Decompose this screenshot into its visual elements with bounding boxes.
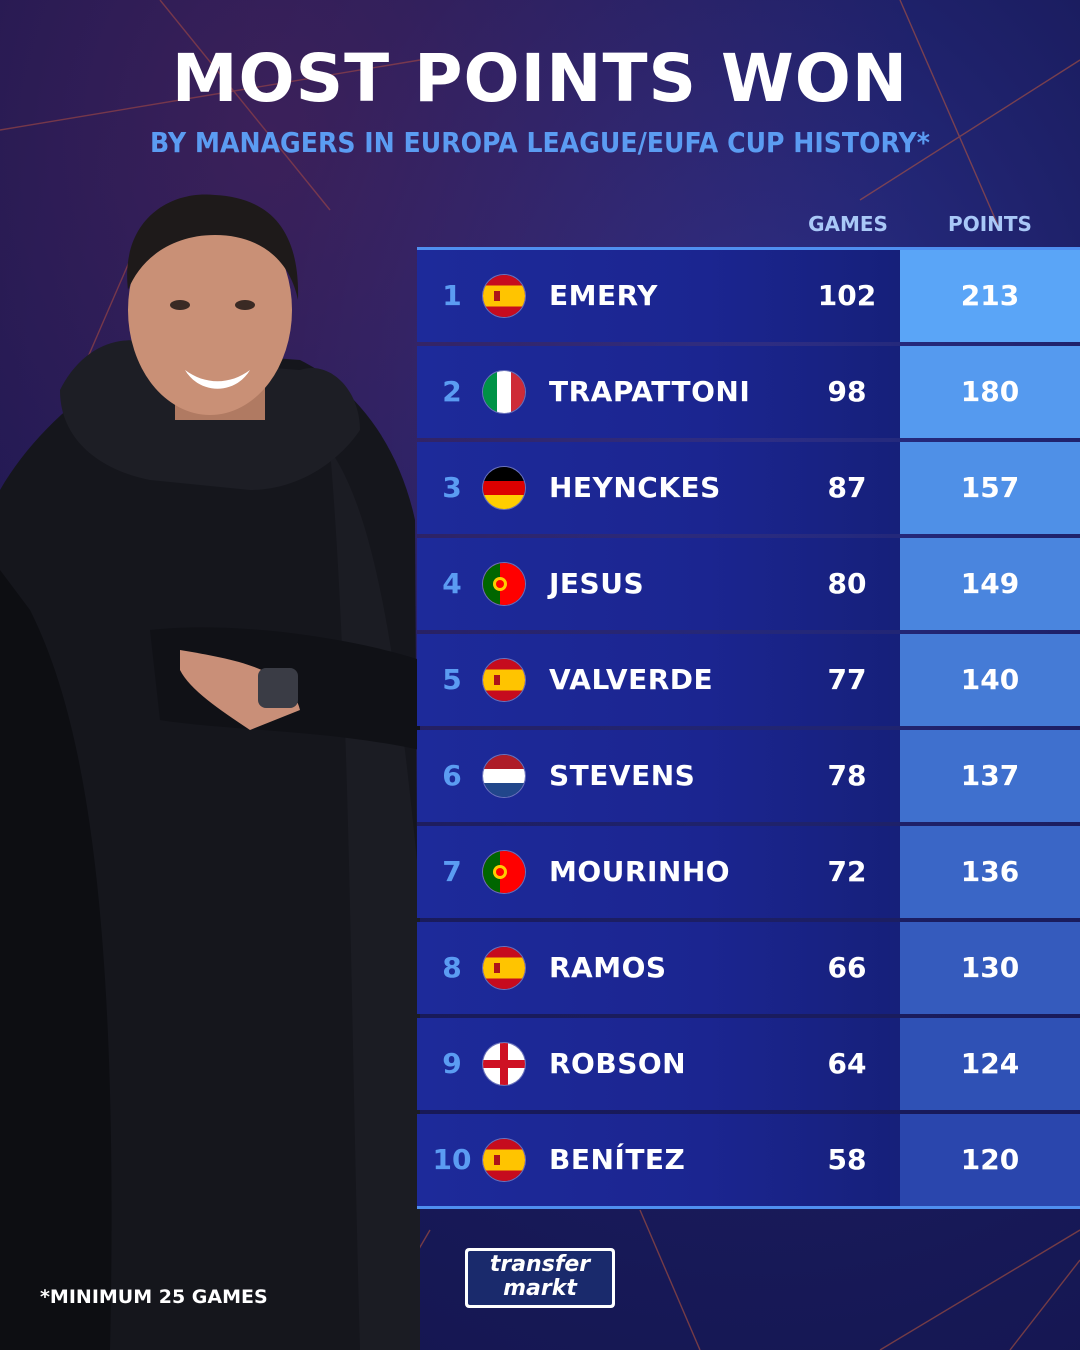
netherlands-flag-icon [483,755,525,797]
row-background: 1 EMERY 102 [417,250,900,342]
manager-name: STEVENS [549,759,696,792]
points-value: 180 [960,375,1020,408]
row-background: 8 RAMOS 66 [417,922,900,1014]
column-header-points: POINTS [948,212,1032,236]
points-cell: 120 [900,1114,1080,1206]
footnote: *MINIMUM 25 GAMES [40,1286,268,1308]
transfermarkt-logo: transfer markt [465,1248,615,1308]
logo-line-1: transfer [489,1252,591,1277]
germany-flag-icon [483,467,525,509]
table-row: 10 BENÍTEZ 58 120 [417,1114,1080,1206]
points-value: 130 [960,951,1020,984]
points-value: 149 [960,567,1020,600]
table-row: 8 RAMOS 66 130 [417,922,1080,1014]
rank-number: 6 [442,759,462,792]
table-row: 3 HEYNCKES 87 157 [417,442,1080,534]
points-cell: 157 [900,442,1080,534]
portugal-flag-icon [483,851,525,893]
games-value: 66 [827,951,867,984]
table-row: 4 JESUS 80 149 [417,538,1080,630]
points-value: 157 [960,471,1020,504]
games-value: 64 [827,1047,867,1080]
table-row: 7 MOURINHO 72 136 [417,826,1080,918]
manager-name: VALVERDE [549,663,714,696]
page-subtitle: BY MANAGERS IN EUROPA LEAGUE/EUFA CUP HI… [150,126,930,159]
italy-flag-icon [483,371,525,413]
rank-number: 9 [442,1047,462,1080]
points-cell: 136 [900,826,1080,918]
games-value: 72 [827,855,867,888]
row-background: 9 ROBSON 64 [417,1018,900,1110]
points-value: 136 [960,855,1020,888]
points-cell: 140 [900,634,1080,726]
manager-name: JESUS [549,567,645,600]
rank-number: 7 [442,855,462,888]
points-value: 120 [960,1143,1020,1176]
rank-number: 1 [442,279,462,312]
row-background: 5 VALVERDE 77 [417,634,900,726]
row-background: 3 HEYNCKES 87 [417,442,900,534]
logo-line-2: markt [503,1276,577,1301]
table-row: 1 EMERY 102 213 [417,250,1080,342]
row-background: 7 MOURINHO 72 [417,826,900,918]
points-value: 137 [960,759,1020,792]
points-cell: 213 [900,250,1080,342]
rank-number: 2 [442,375,462,408]
england-flag-icon [483,1043,525,1085]
column-header-games: GAMES [808,212,888,236]
table-row: 2 TRAPATTONI 98 180 [417,346,1080,438]
points-cell: 180 [900,346,1080,438]
spain-flag-icon [483,659,525,701]
row-background: 10 BENÍTEZ 58 [417,1114,900,1206]
games-value: 58 [827,1143,867,1176]
table-row: 6 STEVENS 78 137 [417,730,1080,822]
points-value: 140 [960,663,1020,696]
rank-number: 5 [442,663,462,696]
points-cell: 149 [900,538,1080,630]
manager-name: BENÍTEZ [549,1143,686,1176]
games-value: 98 [827,375,867,408]
points-value: 213 [960,279,1020,312]
spain-flag-icon [483,275,525,317]
portugal-flag-icon [483,563,525,605]
points-cell: 124 [900,1018,1080,1110]
games-value: 78 [827,759,867,792]
rank-number: 4 [442,567,462,600]
points-cell: 130 [900,922,1080,1014]
row-background: 2 TRAPATTONI 98 [417,346,900,438]
row-background: 4 JESUS 80 [417,538,900,630]
manager-name: EMERY [549,279,658,312]
rank-number: 10 [432,1143,472,1176]
spain-flag-icon [483,947,525,989]
manager-name: MOURINHO [549,855,731,888]
manager-name: RAMOS [549,951,667,984]
table-row: 5 VALVERDE 77 140 [417,634,1080,726]
manager-name: ROBSON [549,1047,687,1080]
games-value: 87 [827,471,867,504]
rank-number: 8 [442,951,462,984]
rank-number: 3 [442,471,462,504]
points-cell: 137 [900,730,1080,822]
row-background: 6 STEVENS 78 [417,730,900,822]
table-row: 9 ROBSON 64 124 [417,1018,1080,1110]
rankings-table: 1 EMERY 102 213 2 TRAPATTONI 98 180 3 HEYNCKES 87 1… [417,247,1080,1209]
games-value: 80 [827,567,867,600]
points-value: 124 [960,1047,1020,1080]
games-value: 77 [827,663,867,696]
page-title: MOST POINTS WON [171,40,909,117]
spain-flag-icon [483,1139,525,1181]
manager-photo [0,194,420,1350]
manager-name: TRAPATTONI [549,375,751,408]
manager-name: HEYNCKES [549,471,721,504]
games-value: 102 [817,279,877,312]
